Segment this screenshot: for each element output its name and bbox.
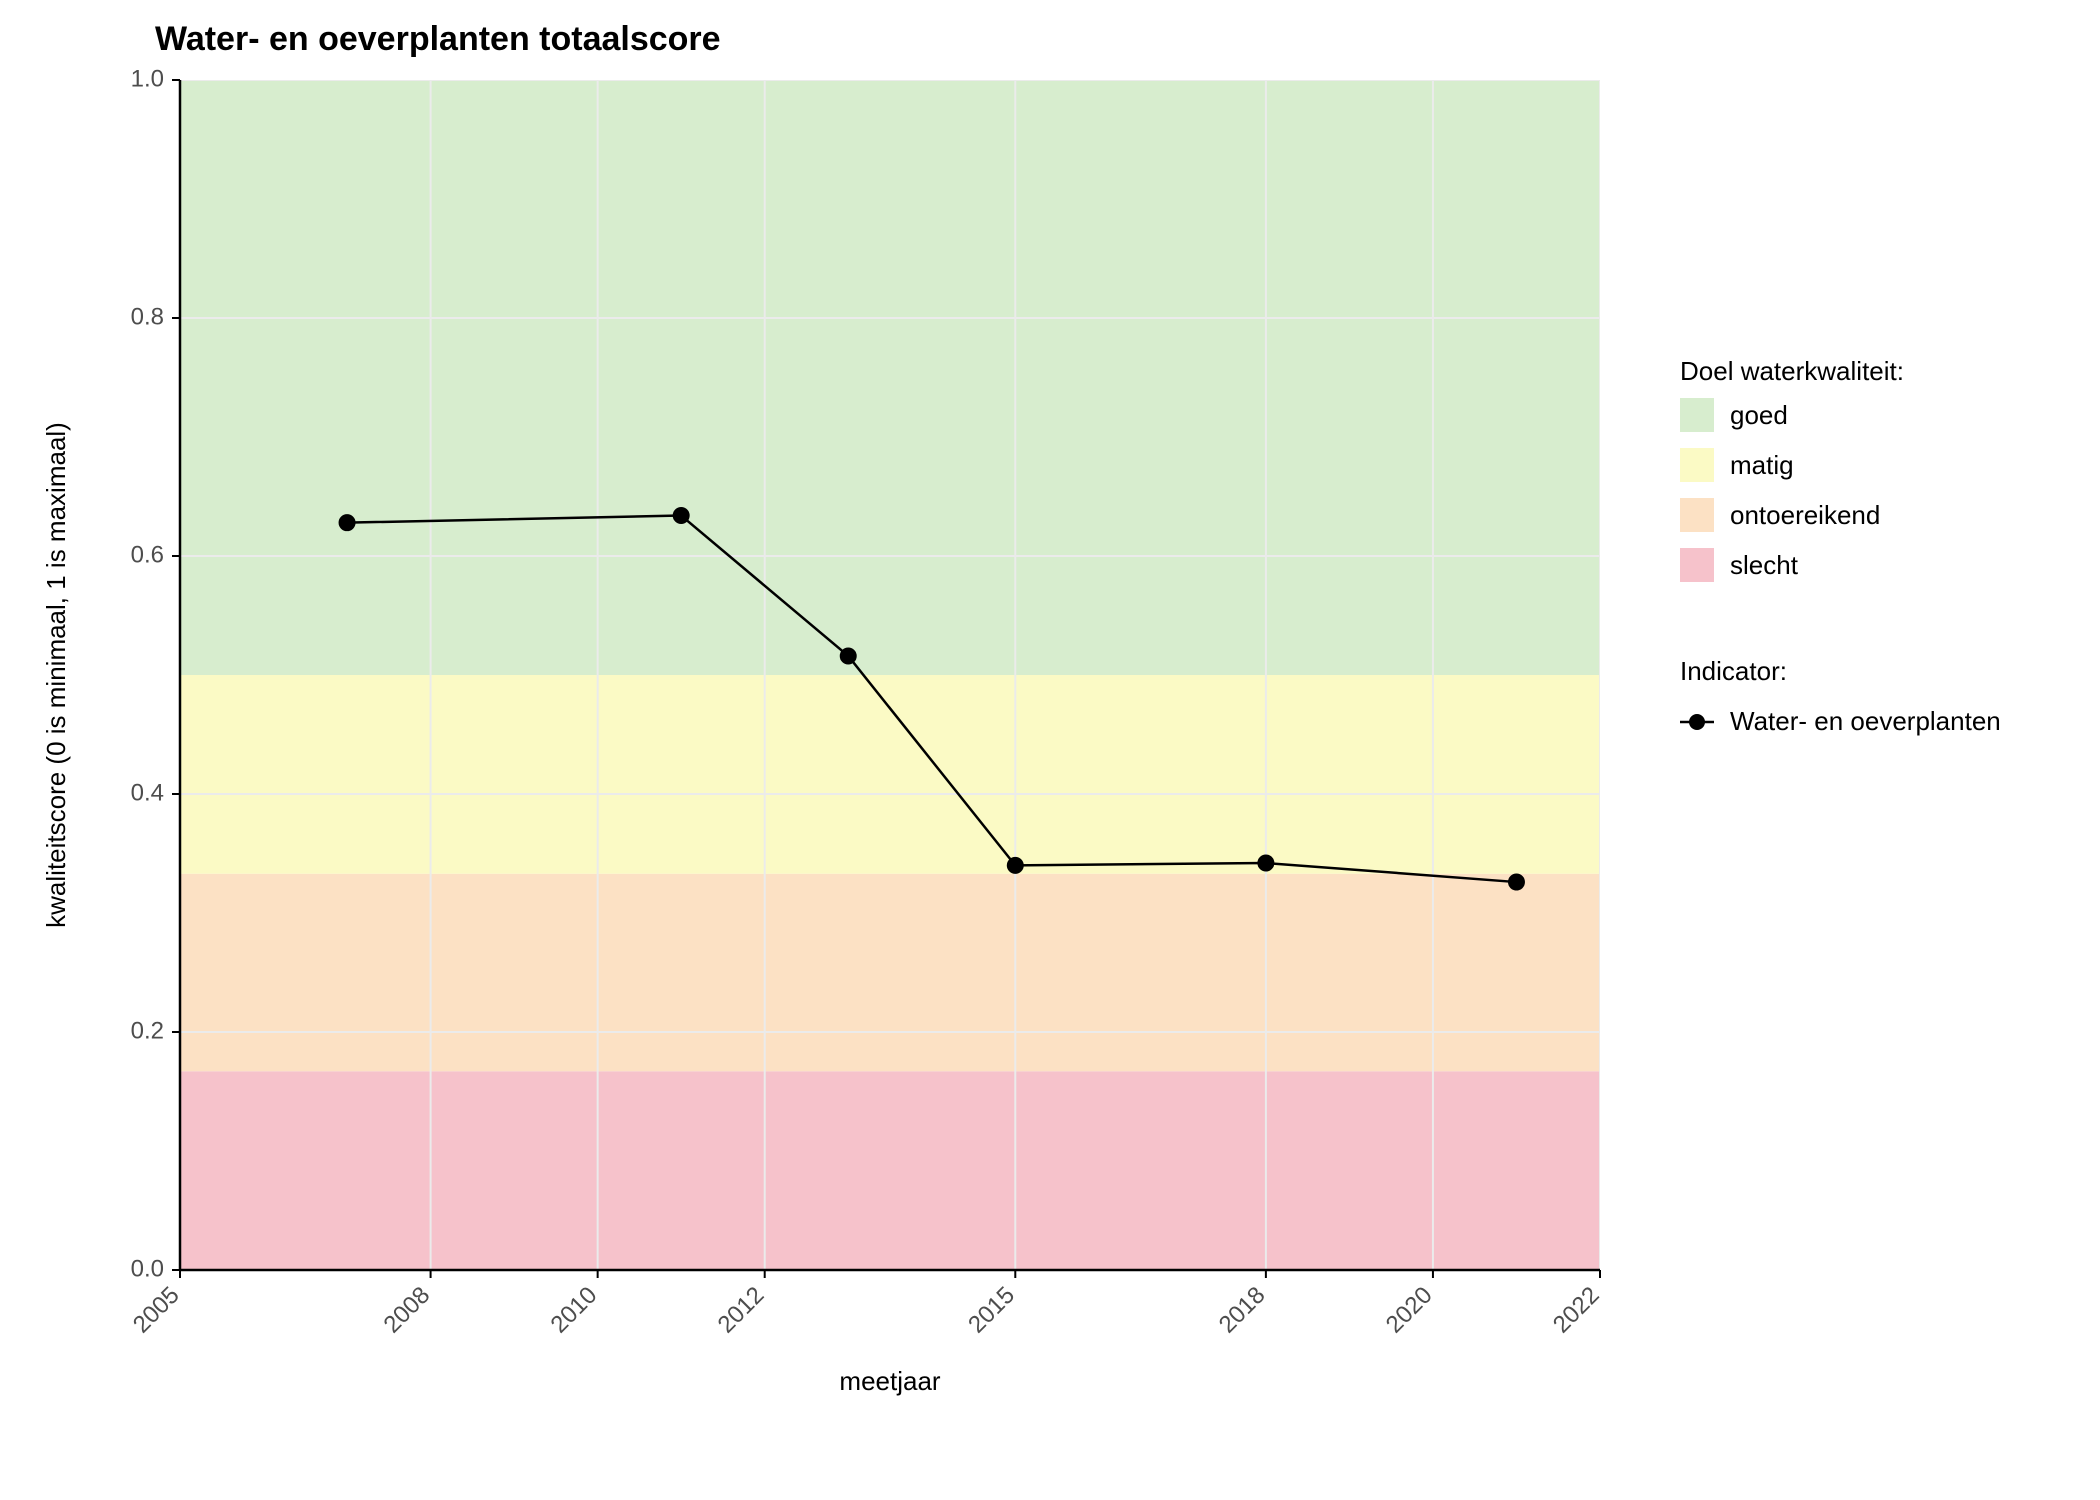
series-point	[1007, 857, 1023, 873]
x-tick-label: 2010	[546, 1282, 603, 1339]
chart-svg: 0.0 0.2 0.4 0.6 0.8 1.0 2005 2008 2010 2012 2015 20…	[0, 0, 2100, 1500]
y-tick-label: 0.4	[131, 779, 164, 806]
legend-label-ontoereikend: ontoereikend	[1730, 500, 1880, 530]
y-tick-label: 0.8	[131, 303, 164, 330]
quality-band-goed	[180, 80, 1600, 675]
x-tick-label: 2022	[1548, 1282, 1605, 1339]
y-axis-title: kwaliteitscore (0 is minimaal, 1 is maxi…	[41, 422, 71, 928]
y-tick-label: 0.0	[131, 1255, 164, 1282]
x-tick-label: 2008	[378, 1282, 435, 1339]
legend-swatch-goed	[1680, 398, 1714, 432]
chart-stage: 0.0 0.2 0.4 0.6 0.8 1.0 2005 2008 2010 2012 2015 20…	[0, 0, 2100, 1500]
series-point	[339, 515, 355, 531]
legend-swatch-matig	[1680, 448, 1714, 482]
legend-label-goed: goed	[1730, 400, 1788, 430]
legend-label-matig: matig	[1730, 450, 1794, 480]
quality-band-matig	[180, 675, 1600, 874]
x-tick-label: 2015	[963, 1282, 1020, 1339]
series-point	[840, 648, 856, 664]
legend-swatch-slecht	[1680, 548, 1714, 582]
series-point	[1508, 874, 1524, 890]
quality-band-ontoereikend	[180, 874, 1600, 1072]
chart-title: Water- en oeverplanten totaalscore	[155, 20, 721, 58]
legend: Doel waterkwaliteit: goed matig ontoereiken…	[1680, 356, 2001, 736]
y-tick-label: 0.6	[131, 541, 164, 568]
legend-swatch-ontoereikend	[1680, 498, 1714, 532]
y-tick-label: 0.2	[131, 1017, 164, 1044]
series-point	[1258, 855, 1274, 871]
series-point	[673, 508, 689, 524]
legend-title-indicator: Indicator:	[1680, 656, 1787, 686]
legend-indicator-point-icon	[1689, 714, 1705, 730]
x-tick-label: 2005	[128, 1282, 185, 1339]
quality-bands	[180, 80, 1600, 1270]
legend-label-slecht: slecht	[1730, 550, 1799, 580]
quality-band-slecht	[180, 1071, 1600, 1270]
x-axis-title: meetjaar	[839, 1366, 940, 1396]
x-tick-label: 2018	[1214, 1282, 1271, 1339]
x-tick-label: 2012	[713, 1282, 770, 1339]
legend-indicator-label: Water- en oeverplanten	[1730, 706, 2001, 736]
legend-title-bands: Doel waterkwaliteit:	[1680, 356, 1904, 386]
x-tick-label: 2020	[1381, 1282, 1438, 1339]
y-tick-label: 1.0	[131, 65, 164, 92]
